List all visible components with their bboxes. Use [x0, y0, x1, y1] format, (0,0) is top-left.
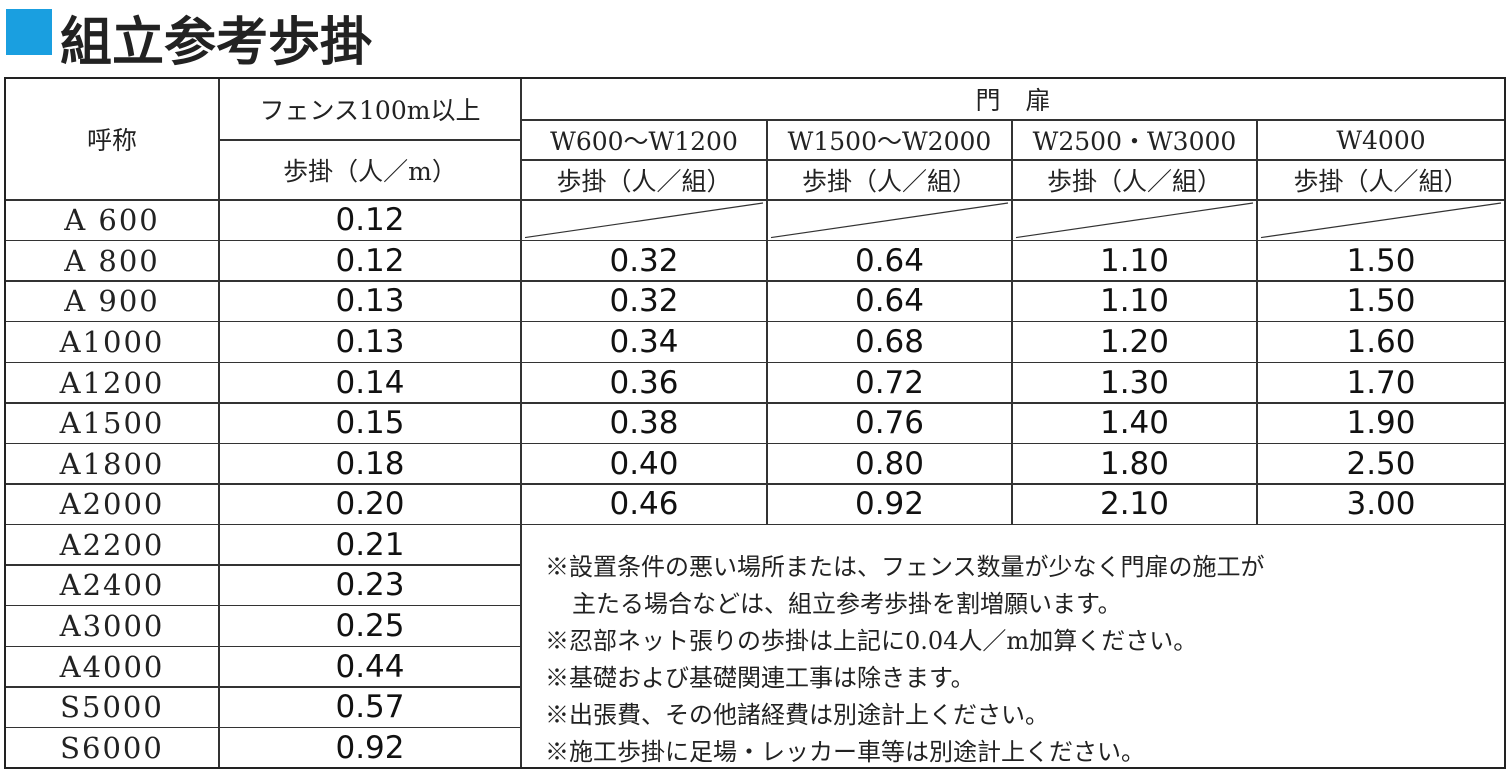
gate-value: 0.68 — [766, 320, 1013, 364]
gate-value: 0.34 — [520, 320, 768, 364]
note: ※設置条件の悪い場所または、フェンス数量が少なく門扉の施工が — [545, 552, 1265, 581]
diagonal — [771, 202, 1009, 239]
gate-value: 1.10 — [1011, 280, 1258, 323]
fence-value: 0.20 — [218, 483, 522, 526]
header-gate-unit: 歩掛（人／組） — [766, 159, 1013, 201]
header-gate-unit: 歩掛（人／組） — [1256, 159, 1506, 201]
gate-value: 2.50 — [1256, 442, 1506, 485]
fence-value: 0.12 — [218, 239, 522, 282]
gate-value: 0.92 — [766, 483, 1013, 526]
row-name: A 600 — [4, 199, 220, 242]
gate-value: 0.76 — [766, 402, 1013, 445]
gate-value: 1.10 — [1011, 239, 1258, 282]
gate-value: 0.38 — [520, 402, 768, 445]
row-name: A2200 — [4, 523, 220, 566]
row-name: A1000 — [4, 320, 220, 364]
row-name: S6000 — [4, 726, 220, 769]
empty-cell — [1256, 199, 1506, 242]
header-gate: 門 扉 — [520, 77, 1506, 121]
gate-value: 1.70 — [1256, 361, 1506, 404]
empty-cell — [520, 199, 768, 242]
fence-value: 0.44 — [218, 645, 522, 688]
fence-value: 0.57 — [218, 686, 522, 729]
diagonal — [1261, 202, 1502, 239]
empty-cell — [1011, 199, 1258, 242]
row-name: A1800 — [4, 442, 220, 485]
gate-value: 0.40 — [520, 442, 768, 485]
fence-value: 0.13 — [218, 320, 522, 364]
diagonal — [1016, 202, 1254, 239]
gate-value: 0.32 — [520, 239, 768, 282]
fence-value: 0.14 — [218, 361, 522, 404]
fence-value: 0.12 — [218, 199, 522, 242]
header-gate-unit: 歩掛（人／組） — [1011, 159, 1258, 201]
empty-cell — [766, 199, 1013, 242]
header-name: 呼称 — [4, 77, 220, 201]
row-name: A2000 — [4, 483, 220, 526]
row-name: S5000 — [4, 686, 220, 729]
gate-value: 0.80 — [766, 442, 1013, 485]
header-gate-size: W1500～W2000 — [766, 119, 1013, 161]
gate-value: 0.72 — [766, 361, 1013, 404]
gate-value: 0.36 — [520, 361, 768, 404]
row-name: A4000 — [4, 645, 220, 688]
row-name: A 800 — [4, 239, 220, 282]
diagonal — [525, 202, 764, 239]
row-name: A1500 — [4, 402, 220, 445]
note: 主たる場合などは、組立参考歩掛を割増願います。 — [572, 589, 1122, 618]
gate-value: 1.90 — [1256, 402, 1506, 445]
header-gate-size: W2500・W3000 — [1011, 119, 1258, 161]
header-gate-size: W600～W1200 — [520, 119, 768, 161]
gate-value: 0.32 — [520, 280, 768, 323]
header-gate-size: W4000 — [1256, 119, 1506, 161]
fence-value: 0.13 — [218, 280, 522, 323]
gate-value: 1.50 — [1256, 239, 1506, 282]
header-fence: フェンス100m以上 — [218, 77, 522, 141]
gate-value: 1.20 — [1011, 320, 1258, 364]
gate-value: 1.50 — [1256, 280, 1506, 323]
title: 組立参考歩掛 — [60, 13, 373, 73]
note: ※施工歩掛に足場・レッカー車等は別途計上ください。 — [545, 737, 1145, 766]
row-name: A3000 — [4, 604, 220, 648]
row-name: A1200 — [4, 361, 220, 404]
gate-value: 1.40 — [1011, 402, 1258, 445]
title-marker — [6, 9, 52, 55]
fence-value: 0.23 — [218, 564, 522, 607]
gate-value: 0.64 — [766, 239, 1013, 282]
row-name: A2400 — [4, 564, 220, 607]
gate-value: 0.64 — [766, 280, 1013, 323]
fence-value: 0.18 — [218, 442, 522, 485]
gate-value: 2.10 — [1011, 483, 1258, 526]
row-name: A 900 — [4, 280, 220, 323]
gate-value: 0.46 — [520, 483, 768, 526]
note: ※忍部ネット張りの歩掛は上記に0.04人／m加算ください。 — [545, 626, 1198, 655]
gate-value: 3.00 — [1256, 483, 1506, 526]
gate-value: 1.30 — [1011, 361, 1258, 404]
note: ※基礎および基礎関連工事は除きます。 — [545, 663, 975, 692]
gate-value: 1.80 — [1011, 442, 1258, 485]
fence-value: 0.25 — [218, 604, 522, 648]
note: ※出張費、その他諸経費は別途計上ください。 — [545, 700, 1049, 729]
fence-value: 0.21 — [218, 523, 522, 566]
gate-value: 1.60 — [1256, 320, 1506, 364]
header-fence-unit: 歩掛（人／m） — [218, 139, 522, 201]
fence-value: 0.92 — [218, 726, 522, 769]
header-gate-unit: 歩掛（人／組） — [520, 159, 768, 201]
fence-value: 0.15 — [218, 402, 522, 445]
